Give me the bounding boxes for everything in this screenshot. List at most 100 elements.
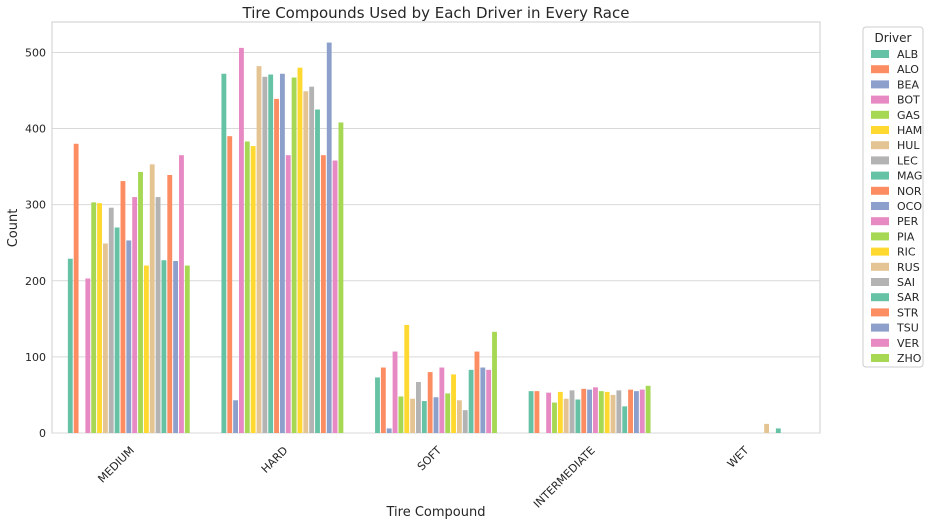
bar-rus-soft <box>456 400 462 433</box>
legend-label-sar: SAR <box>897 291 920 304</box>
bar-pia-medium <box>138 171 143 433</box>
bar-lec-medium <box>108 207 114 433</box>
bar-alb-intermediate <box>528 391 534 433</box>
legend: Driver ALB ALO BEA BOT GAS HAM HUL LEC MAG NOR OCO… <box>862 26 924 368</box>
bar-hul-intermediate <box>563 398 569 433</box>
legend-swatch-ham <box>871 126 889 134</box>
bar-mag-intermediate <box>575 399 581 433</box>
bar-hul-medium <box>102 243 108 433</box>
bar-per-intermediate <box>593 387 598 433</box>
legend-swatch-hul <box>871 141 889 150</box>
legend-swatch-bea <box>871 80 889 89</box>
bar-bea-soft <box>386 428 392 433</box>
x-tick-label: MEDIUM <box>95 444 137 486</box>
bar-ver-intermediate <box>639 389 645 433</box>
legend-label-str: STR <box>897 306 919 319</box>
bar-per-medium <box>132 197 138 433</box>
bar-ric-medium <box>143 265 149 433</box>
legend-label-alb: ALB <box>897 48 918 61</box>
legend-label-nor: NOR <box>897 185 922 198</box>
bar-zho-medium <box>184 265 190 433</box>
legend-label-sai: SAI <box>897 276 915 289</box>
bar-ric-soft <box>451 374 456 433</box>
bar-sar-hard <box>315 109 320 433</box>
bar-tsu-soft <box>480 367 486 433</box>
chart-title: Tire Compounds Used by Each Driver in Ev… <box>242 4 630 22</box>
x-tick-label: SOFT <box>415 444 445 474</box>
bar-sar-soft <box>468 369 474 433</box>
bar-ham-intermediate <box>557 391 563 433</box>
bar-rus-wet <box>764 423 770 433</box>
y-tick-label: 500 <box>25 46 46 59</box>
bar-nor-medium <box>120 181 126 433</box>
bar-alb-medium <box>67 258 73 433</box>
bar-alo-soft <box>380 367 386 433</box>
legend-label-ric: RIC <box>897 246 916 259</box>
bar-gas-medium <box>91 202 97 433</box>
bar-oco-hard <box>279 73 285 433</box>
bar-sar-medium <box>161 260 167 433</box>
bar-hul-hard <box>256 66 262 433</box>
bar-rus-intermediate <box>610 394 616 433</box>
bar-mag-hard <box>268 74 274 434</box>
bar-sar-intermediate <box>622 406 628 433</box>
x-tick-label: INTERMEDIATE <box>531 444 598 511</box>
y-axis-ticks: 0 100 200 300 400 500 <box>25 46 46 440</box>
bar-gas-soft <box>398 396 404 433</box>
bar-sai-medium <box>155 197 161 433</box>
bar-sai-hard <box>309 86 315 433</box>
bar-per-hard <box>285 155 291 433</box>
y-tick-label: 100 <box>25 351 46 364</box>
legend-swatch-rus <box>871 262 889 271</box>
bar-ver-medium <box>179 155 184 433</box>
bar-alo-intermediate <box>534 391 540 433</box>
bar-pia-soft <box>445 393 451 433</box>
legend-label-gas: GAS <box>897 109 920 122</box>
bar-ham-hard <box>250 146 256 433</box>
bar-sar-wet <box>775 428 781 433</box>
legend-swatch-gas <box>871 110 889 119</box>
bar-ver-hard <box>332 160 338 433</box>
legend-swatch-ric <box>871 247 889 256</box>
bar-gas-intermediate <box>552 402 557 433</box>
bar-sai-intermediate <box>616 390 622 433</box>
bar-lec-hard <box>262 76 268 434</box>
legend-label-tsu: TSU <box>896 322 919 335</box>
bar-mag-soft <box>421 401 427 433</box>
bar-oco-medium <box>126 240 132 433</box>
legend-label-zho: ZHO <box>897 352 922 365</box>
y-tick-label: 400 <box>25 123 46 136</box>
legend-swatch-bot <box>871 95 889 104</box>
legend-label-ver: VER <box>897 337 919 350</box>
bar-str-soft <box>474 351 480 433</box>
legend-swatch-mag <box>871 171 889 180</box>
legend-swatch-pia <box>871 232 889 241</box>
legend-label-alo: ALO <box>897 63 919 76</box>
bar-ric-hard <box>297 67 303 434</box>
bar-nor-soft <box>427 372 433 433</box>
bar-str-medium <box>167 174 173 434</box>
bar-hul-soft <box>410 398 416 433</box>
y-axis-label: Count <box>6 209 21 248</box>
bar-ham-medium <box>97 203 102 433</box>
legend-label-bea: BEA <box>897 78 919 91</box>
bar-zho-soft <box>492 331 497 433</box>
y-tick-label: 300 <box>25 199 46 212</box>
legend-label-lec: LEC <box>897 154 918 167</box>
legend-title: Driver <box>875 31 912 45</box>
bar-pia-intermediate <box>598 391 604 433</box>
legend-label-rus: RUS <box>897 261 920 274</box>
legend-label-pia: PIA <box>897 230 915 243</box>
bar-lec-intermediate <box>569 390 575 433</box>
bar-zho-hard <box>338 122 344 433</box>
bar-sai-soft <box>462 410 468 433</box>
legend-swatch-ver <box>871 338 889 347</box>
bar-tsu-intermediate <box>633 391 639 433</box>
bar-alo-medium <box>73 143 79 433</box>
bar-pia-hard <box>291 77 297 433</box>
legend-swatch-sar <box>871 293 889 302</box>
bar-alo-hard <box>227 136 233 434</box>
bar-bot-intermediate <box>546 392 552 433</box>
legend-swatch-oco <box>871 202 889 210</box>
